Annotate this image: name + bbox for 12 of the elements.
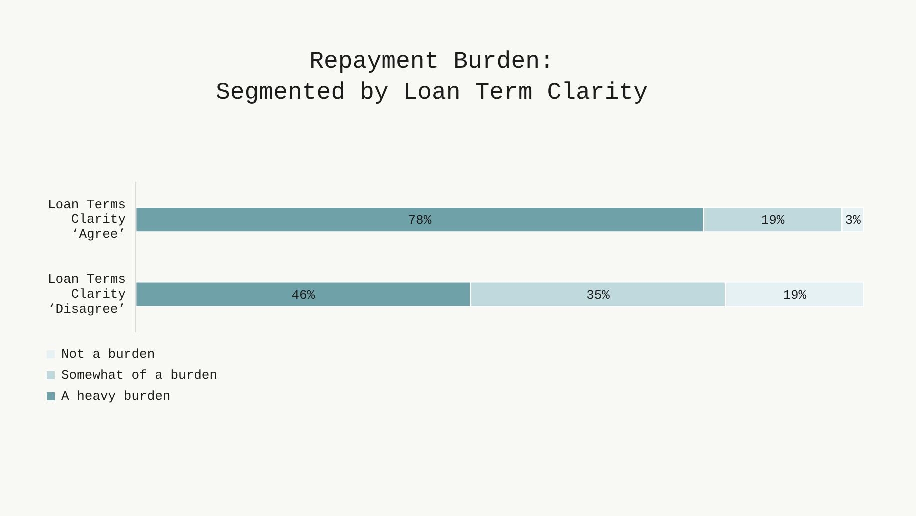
data-label: 3%	[845, 213, 862, 228]
y-tick-label: Loan Terms Clarity ‘Disagree’	[48, 272, 126, 317]
data-label: 46%	[292, 288, 316, 304]
data-label: 78%	[408, 213, 432, 228]
data-label: 19%	[761, 213, 785, 228]
legend-label: Not a burden	[62, 346, 156, 362]
chart-title: Repayment Burden: Segmented by Loan Term Clarity	[216, 48, 648, 108]
data-label: 35%	[586, 288, 610, 304]
legend-label: Somewhat of a burden	[62, 368, 218, 383]
data-label: 19%	[783, 288, 807, 304]
y-tick-label: Loan Terms Clarity ‘Agree’	[48, 197, 126, 242]
legend-label: A heavy burden	[62, 388, 171, 404]
